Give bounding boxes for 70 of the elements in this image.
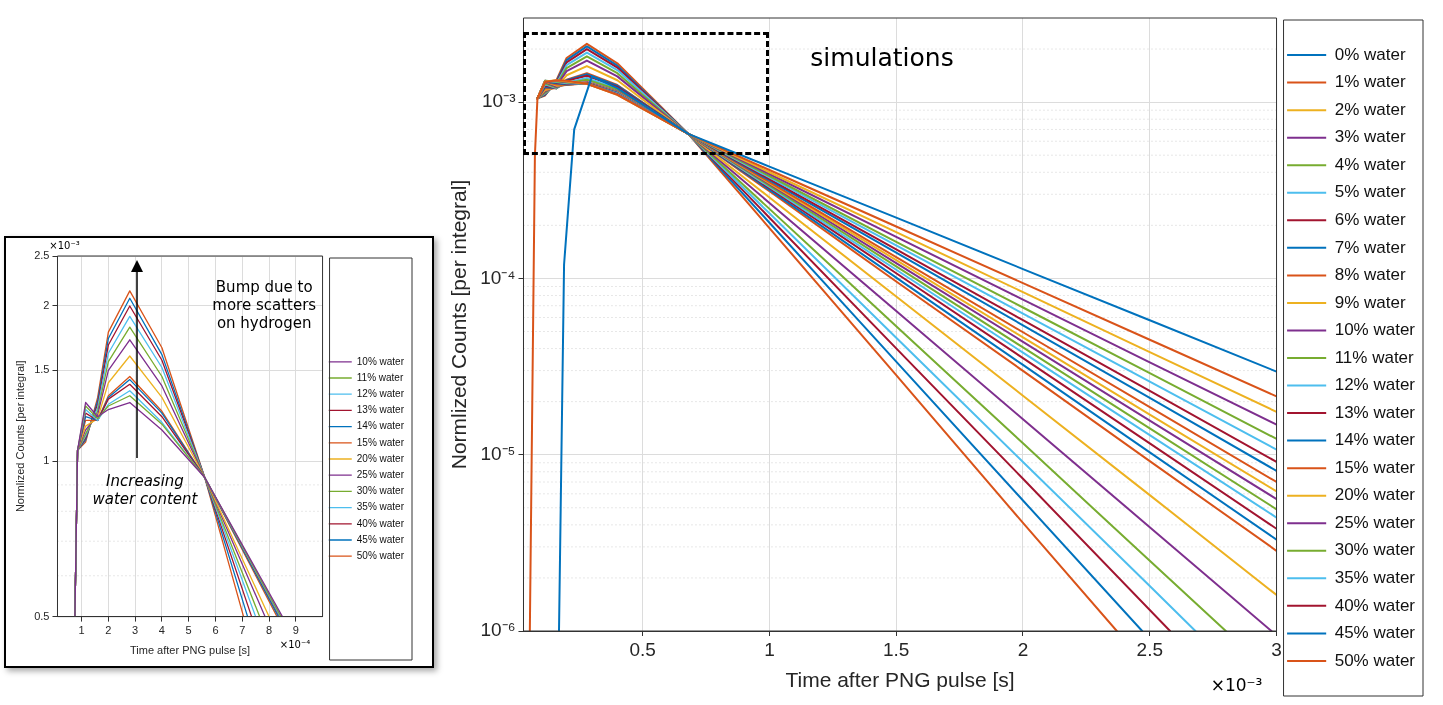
y-tick-label: 2.5 [34, 249, 50, 262]
y-axis-title: Normlized Counts [per integral] [13, 360, 26, 513]
legend-label: 30% water [356, 485, 405, 497]
legend-label: 12% water [1334, 375, 1416, 395]
legend-label: 13% water [1334, 402, 1416, 422]
legend-label: 20% water [356, 452, 405, 464]
legend-label: 50% water [1334, 650, 1416, 670]
legend-label: 2% water [1334, 99, 1406, 119]
legend-label: 45% water [1334, 623, 1416, 643]
annotation: simulations [809, 42, 955, 73]
x-tick-label: 5 [185, 624, 192, 637]
y-tick-label: 1 [43, 454, 50, 467]
legend-label: 11% water [356, 371, 404, 383]
x-tick-label: 2 [1017, 638, 1029, 660]
x-tick-label: 3 [1271, 638, 1282, 660]
annotation: Bump due to more scatters on hydrogen [211, 277, 318, 332]
legend-label: 0% water [1334, 44, 1406, 64]
legend-label: 5% water [1334, 182, 1406, 202]
y-tick-label: 10⁻⁶ [480, 619, 516, 641]
x-axis-title: Time after PNG pulse [s] [785, 668, 1015, 692]
annotation: Increasing water content [91, 472, 199, 509]
y-tick-label: 10⁻³ [482, 90, 516, 112]
y-axis-title: Normlized Counts [per integral] [447, 179, 471, 470]
legend-label: 10% water [1334, 320, 1416, 340]
legend-label: 20% water [1334, 485, 1416, 505]
x-tick-label: 2.5 [1136, 638, 1163, 660]
x-tick-label: 9 [292, 624, 299, 637]
legend-label: 10% water [356, 355, 405, 367]
x-tick-label: 1 [78, 624, 85, 637]
legend-label: 13% water [356, 404, 405, 416]
legend-label: 8% water [1334, 265, 1406, 285]
x-tick-label: 2 [105, 624, 112, 637]
legend-label: 40% water [1334, 595, 1416, 615]
legend-label: 15% water [1334, 457, 1416, 477]
x-tick-label: 3 [132, 624, 139, 637]
x-tick-label: 4 [158, 624, 165, 637]
x-axis-title: Time after PNG pulse [s] [130, 644, 251, 657]
legend-label: 25% water [356, 468, 405, 480]
legend-label: 30% water [1334, 540, 1416, 560]
legend-label: 12% water [356, 387, 405, 399]
legend-label: 9% water [1334, 292, 1406, 312]
legend-label: 1% water [1334, 72, 1406, 92]
legend-label: 11% water [1334, 347, 1415, 367]
x-tick-label: 8 [265, 624, 273, 637]
legend-label: 15% water [356, 436, 405, 448]
x-tick-label: 7 [239, 624, 246, 637]
text: ×10⁻⁴ [278, 638, 312, 651]
legend-label: 50% water [356, 549, 405, 561]
legend-label: 14% water [1334, 430, 1416, 450]
x-tick-label: 6 [212, 624, 219, 637]
legend-label: 35% water [1334, 568, 1416, 588]
legend-label: 14% water [356, 420, 405, 432]
legend-label: 3% water [1334, 127, 1406, 147]
legend-label: 6% water [1334, 209, 1406, 229]
x-tick-label: 1 [764, 638, 775, 660]
y-tick-label: 10⁻⁵ [480, 442, 516, 464]
x-tick-label: 1.5 [883, 638, 910, 660]
legend-label: 4% water [1334, 154, 1406, 174]
y-tick-label: 10⁻⁴ [480, 266, 516, 288]
text: ×10⁻³ [1209, 675, 1264, 696]
x-tick-label: 0.5 [629, 638, 656, 660]
y-tick-label: 1.5 [34, 363, 50, 376]
legend-label: 7% water [1334, 237, 1406, 257]
y-tick-label: 2 [43, 299, 50, 312]
text: ×10⁻³ [49, 240, 81, 252]
y-tick-label: 0.5 [34, 609, 50, 622]
legend-label: 40% water [356, 517, 405, 529]
legend-label: 25% water [1334, 512, 1416, 532]
legend-label: 35% water [356, 501, 405, 513]
legend-label: 45% water [356, 533, 405, 545]
